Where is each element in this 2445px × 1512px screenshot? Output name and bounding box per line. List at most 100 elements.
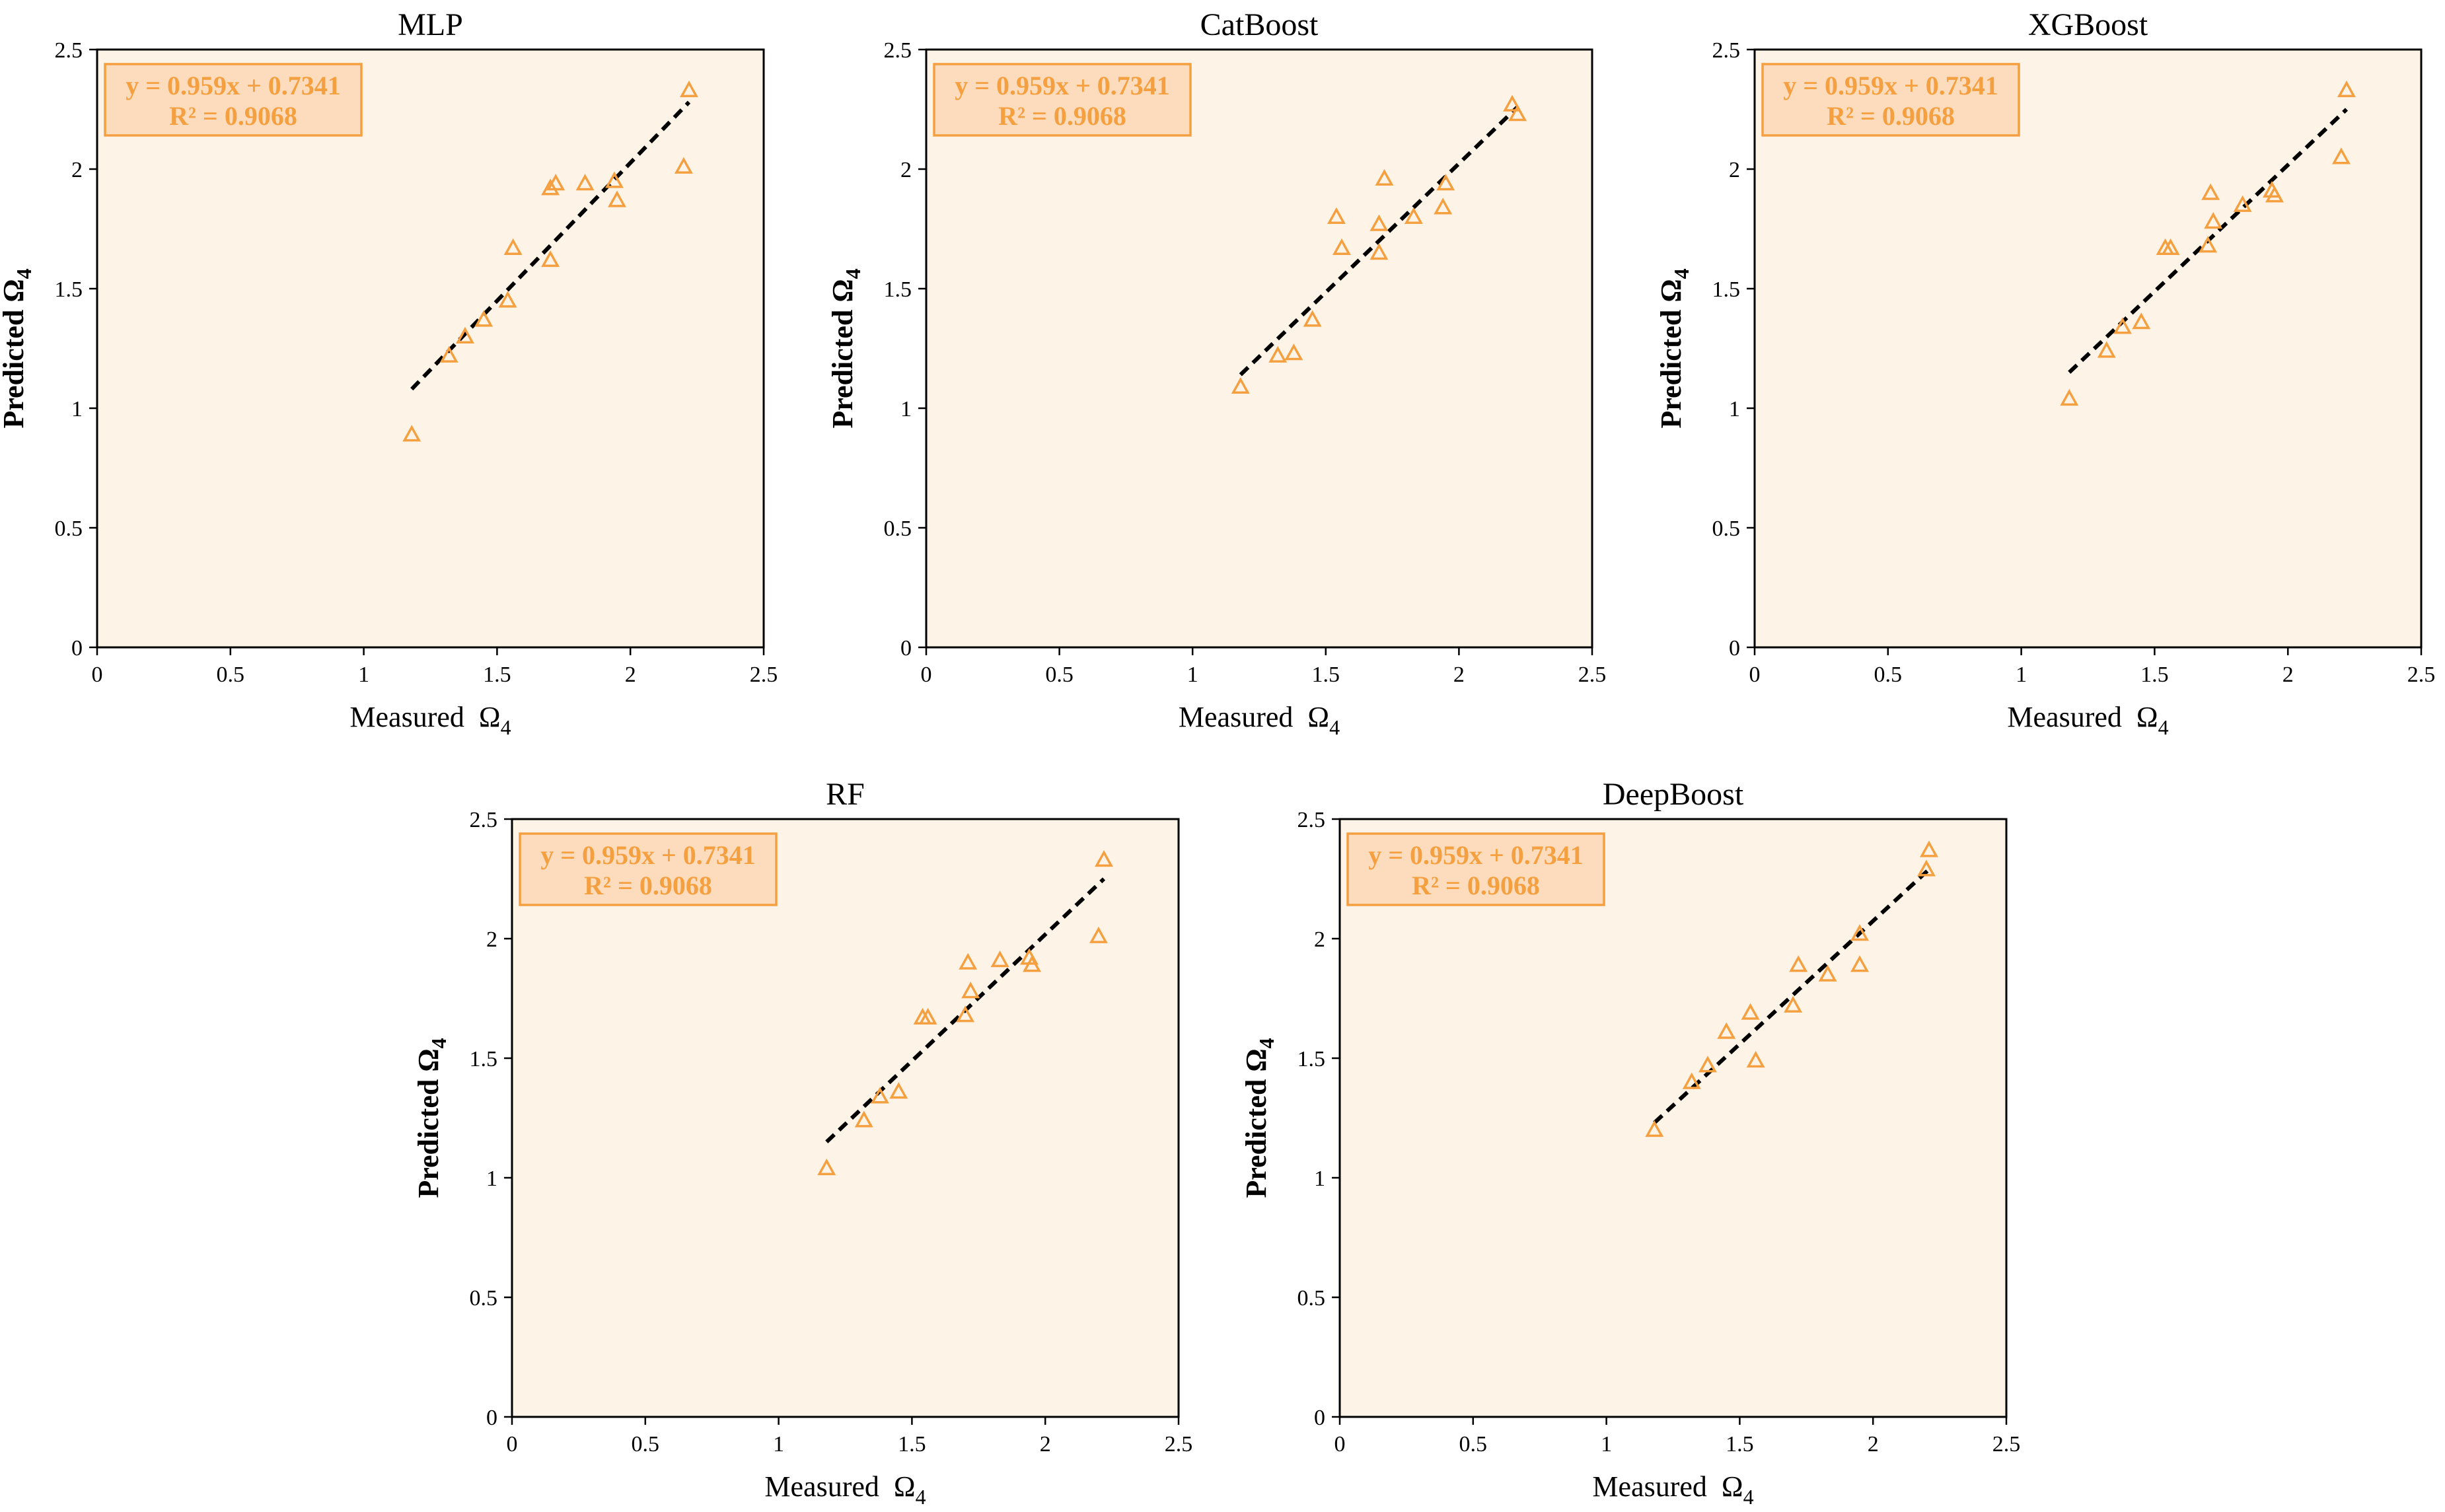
- plot-area: [512, 819, 1179, 1417]
- x-tick-label: 0.5: [1045, 663, 1074, 687]
- y-axis-label-space: [0, 303, 30, 310]
- x-tick-label: 1.5: [1726, 1432, 1754, 1457]
- x-axis-label-space: [879, 1470, 894, 1503]
- x-axis-label-text: Measured: [1592, 1470, 1707, 1503]
- equation-box: [104, 63, 363, 137]
- y-axis-label-omega: Ω: [826, 279, 859, 302]
- y-axis-label-space: [1655, 303, 1687, 310]
- x-tick-label: 2.5: [2407, 663, 2436, 687]
- x-tick-label: 2.5: [750, 663, 778, 687]
- x-tick-label: 1: [1601, 1432, 1612, 1457]
- r-squared-text: R² = 0.9068: [169, 101, 297, 131]
- x-tick-label: 0.5: [1874, 663, 1903, 687]
- y-tick-label: 2: [1729, 158, 1740, 182]
- data-point: [439, 345, 458, 363]
- data-point: [2337, 80, 2356, 98]
- y-tick-label: 1.5: [1712, 277, 1741, 302]
- trendline: [2068, 108, 2349, 374]
- y-tick-label: 0.5: [55, 517, 83, 541]
- x-tick-label: 0: [921, 663, 932, 687]
- data-point: [1850, 955, 1869, 972]
- y-axis-label-subscript: 4: [427, 1038, 451, 1048]
- data-point: [2204, 212, 2223, 229]
- r-squared-text: R² = 0.9068: [1827, 101, 1955, 131]
- x-tick-label: 0: [1334, 1432, 1346, 1457]
- data-point: [402, 425, 421, 442]
- data-point: [1916, 859, 1936, 877]
- x-axis-label-omega: Ω: [1722, 1470, 1743, 1503]
- equation-text: y = 0.959x + 0.7341: [955, 71, 1170, 100]
- data-point: [503, 238, 523, 256]
- data-point: [2097, 341, 2116, 358]
- data-point: [2113, 317, 2132, 334]
- x-tick-label: 1: [1187, 663, 1198, 687]
- equation-box: [1761, 63, 2020, 137]
- x-tick-label: 1.5: [483, 663, 511, 687]
- x-tick-label: 2.5: [1578, 663, 1607, 687]
- y-tick-label: 2: [71, 158, 83, 182]
- data-point: [2201, 183, 2220, 200]
- y-axis-label-subscript: 4: [1255, 1038, 1278, 1048]
- x-tick-label: 1.5: [1312, 663, 1340, 687]
- x-tick-label: 2: [625, 663, 636, 687]
- chart-title: RF: [826, 777, 865, 812]
- x-axis-label-omega: Ω: [479, 701, 501, 733]
- data-point: [1231, 377, 1250, 394]
- data-point: [541, 250, 560, 268]
- chart-panel-deepboost: 00 0.5 0.5 1 1 1.5 1.5 2 2 2.5 2.5 DeepBoost Measure…: [1240, 777, 2020, 1509]
- y-axis-label-subscript: 4: [841, 268, 865, 279]
- y-axis-label: Predicted Ω4: [1655, 268, 1693, 428]
- x-axis-label: Measured Ω4: [349, 701, 511, 739]
- data-point: [2161, 238, 2180, 256]
- data-point: [918, 1007, 937, 1025]
- x-axis-label-text: Measured: [764, 1470, 879, 1503]
- y-tick-label: 2.5: [884, 38, 912, 63]
- data-point: [1503, 94, 1522, 112]
- y-axis-label: Predicted Ω4: [1240, 1038, 1278, 1198]
- x-axis-label: Measured Ω4: [1592, 1470, 1753, 1509]
- x-axis-label-text: Measured: [1179, 701, 1294, 733]
- data-point: [1404, 207, 1423, 224]
- y-tick-label: 1: [900, 397, 912, 421]
- data-point: [608, 190, 626, 207]
- chart-title: MLP: [398, 7, 463, 42]
- data-point: [889, 1082, 908, 1099]
- data-point: [1746, 1051, 1765, 1068]
- data-point: [1682, 1072, 1701, 1089]
- chart-title: DeepBoost: [1603, 777, 1744, 812]
- data-point: [961, 982, 980, 999]
- data-point: [541, 178, 560, 196]
- x-tick-label: 0: [1749, 663, 1761, 687]
- y-axis-label-space: [826, 303, 859, 310]
- data-point: [2199, 236, 2218, 253]
- x-tick-label: 1: [2016, 663, 2027, 687]
- x-tick-label: 2.5: [1165, 1432, 1193, 1457]
- data-point: [1645, 1120, 1664, 1137]
- data-point: [870, 1087, 889, 1104]
- equation-text: y = 0.959x + 0.7341: [540, 840, 756, 870]
- y-tick-label: 2: [1314, 927, 1325, 952]
- data-point: [1698, 1056, 1717, 1073]
- equation-box: [933, 63, 1192, 137]
- data-point: [1303, 310, 1322, 327]
- data-point: [1327, 207, 1346, 224]
- y-tick-label: 0.5: [470, 1286, 498, 1311]
- r-squared-text: R² = 0.9068: [998, 101, 1126, 131]
- data-point: [1717, 1022, 1736, 1039]
- data-point: [1850, 924, 1869, 941]
- y-tick-label: 0.5: [1297, 1286, 1326, 1311]
- r-squared-text: R² = 0.9068: [1412, 871, 1540, 900]
- equation-text: y = 0.959x + 0.7341: [126, 71, 341, 100]
- y-axis-label-omega: Ω: [1655, 279, 1687, 302]
- x-axis-label-omega: Ω: [894, 1470, 916, 1503]
- y-tick-label: 2.5: [470, 808, 498, 832]
- x-axis-label-space: [464, 701, 479, 733]
- y-axis-label: Predicted Ω4: [412, 1038, 451, 1198]
- x-tick-label: 2: [1453, 663, 1465, 687]
- trendline: [1653, 865, 1934, 1124]
- y-tick-label: 1.5: [470, 1047, 498, 1071]
- plot-border: [96, 48, 765, 649]
- x-axis-label-space: [1707, 1470, 1722, 1503]
- y-axis-label-omega: Ω: [1240, 1048, 1272, 1071]
- x-axis-label-subscript: 4: [2158, 715, 2169, 739]
